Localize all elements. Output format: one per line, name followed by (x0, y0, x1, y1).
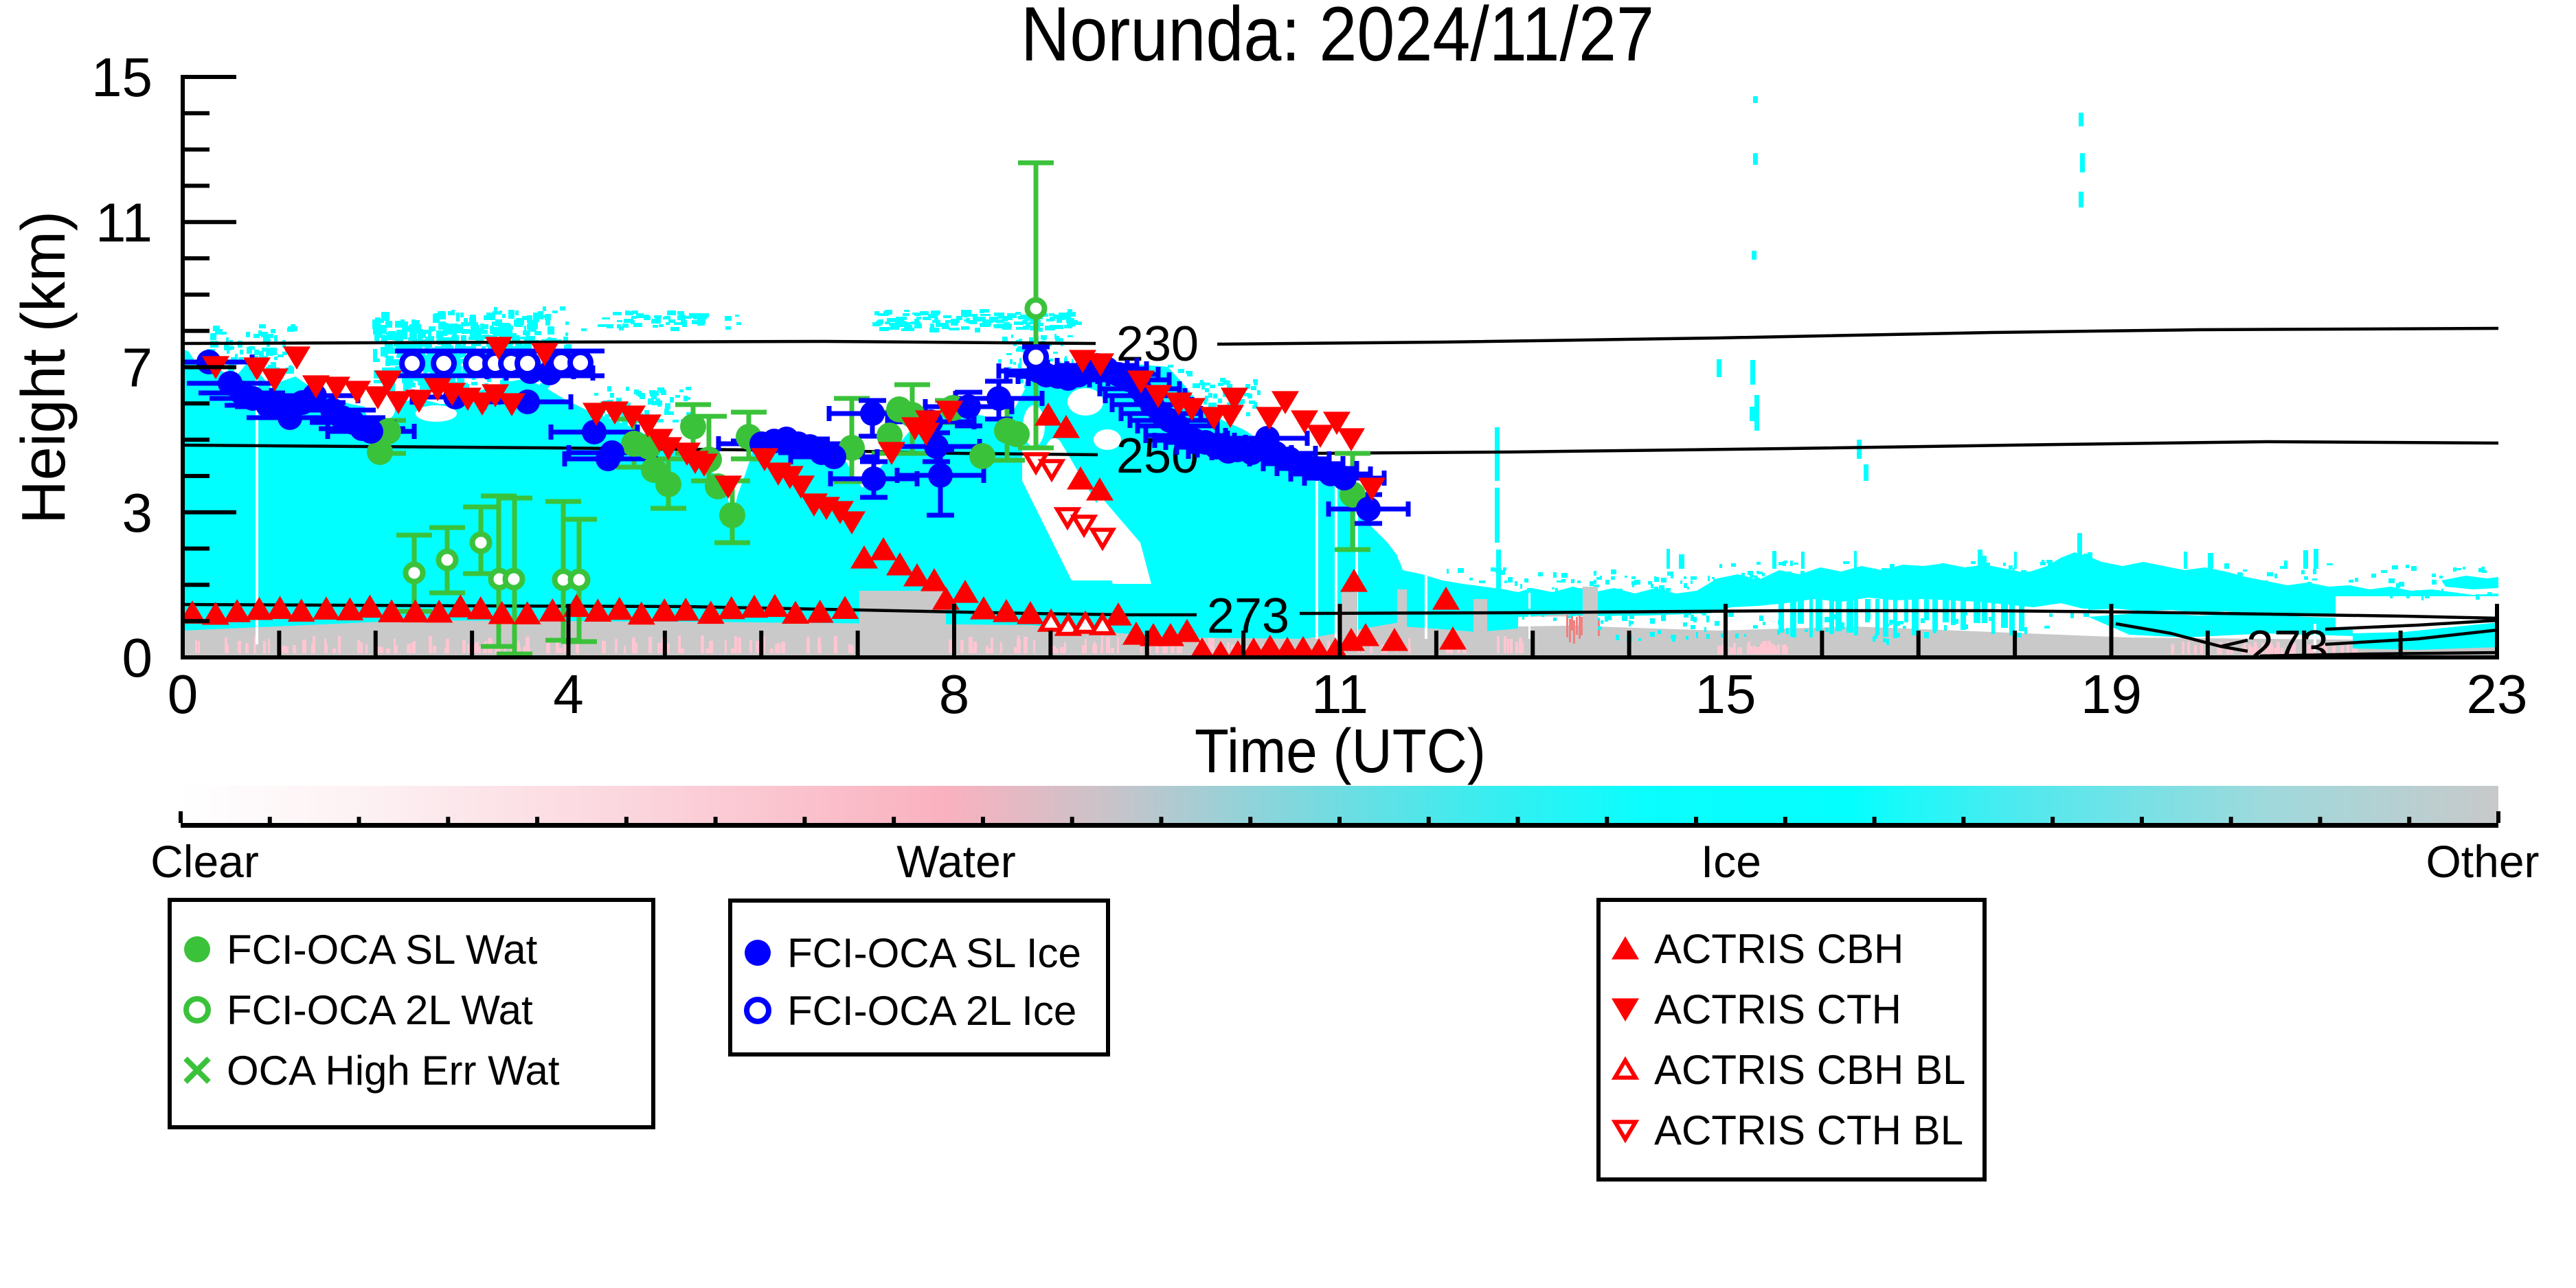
svg-text:FCI-OCA SL Wat: FCI-OCA SL Wat (227, 927, 538, 973)
svg-text:15: 15 (1695, 664, 1756, 725)
svg-text:ACTRIS CBH: ACTRIS CBH (1654, 926, 1903, 972)
svg-text:0: 0 (168, 664, 199, 725)
svg-text:11: 11 (95, 192, 152, 253)
svg-text:ACTRIS CTH: ACTRIS CTH (1654, 986, 1901, 1032)
svg-text:8: 8 (939, 664, 970, 725)
svg-text:ACTRIS CTH BL: ACTRIS CTH BL (1654, 1107, 1963, 1153)
svg-text:FCI-OCA 2L Ice: FCI-OCA 2L Ice (787, 988, 1076, 1034)
svg-text:11: 11 (1311, 664, 1368, 725)
svg-text:Clear: Clear (150, 836, 259, 887)
svg-text:Height (km): Height (km) (10, 211, 78, 524)
svg-text:Norunda: 2024/11/27: Norunda: 2024/11/27 (1021, 0, 1654, 77)
svg-text:Ice: Ice (1701, 836, 1761, 887)
svg-text:FCI-OCA SL Ice: FCI-OCA SL Ice (787, 930, 1081, 976)
svg-text:ACTRIS CBH BL: ACTRIS CBH BL (1654, 1047, 1965, 1093)
svg-text:273: 273 (1207, 589, 1289, 644)
svg-text:7: 7 (122, 337, 153, 398)
svg-text:Water: Water (896, 836, 1016, 887)
svg-text:23: 23 (2467, 664, 2528, 725)
svg-text:273: 273 (2246, 621, 2329, 676)
svg-text:Time (UTC): Time (UTC) (1195, 717, 1486, 786)
svg-text:19: 19 (2081, 664, 2142, 725)
svg-text:OCA High Err Wat: OCA High Err Wat (227, 1048, 560, 1094)
svg-text:FCI-OCA 2L Wat: FCI-OCA 2L Wat (227, 987, 533, 1033)
svg-text:230: 230 (1116, 317, 1199, 372)
svg-text:3: 3 (122, 482, 153, 543)
svg-text:Other: Other (2426, 836, 2539, 887)
svg-text:15: 15 (91, 47, 152, 108)
svg-text:4: 4 (553, 664, 584, 725)
svg-text:0: 0 (122, 627, 153, 688)
